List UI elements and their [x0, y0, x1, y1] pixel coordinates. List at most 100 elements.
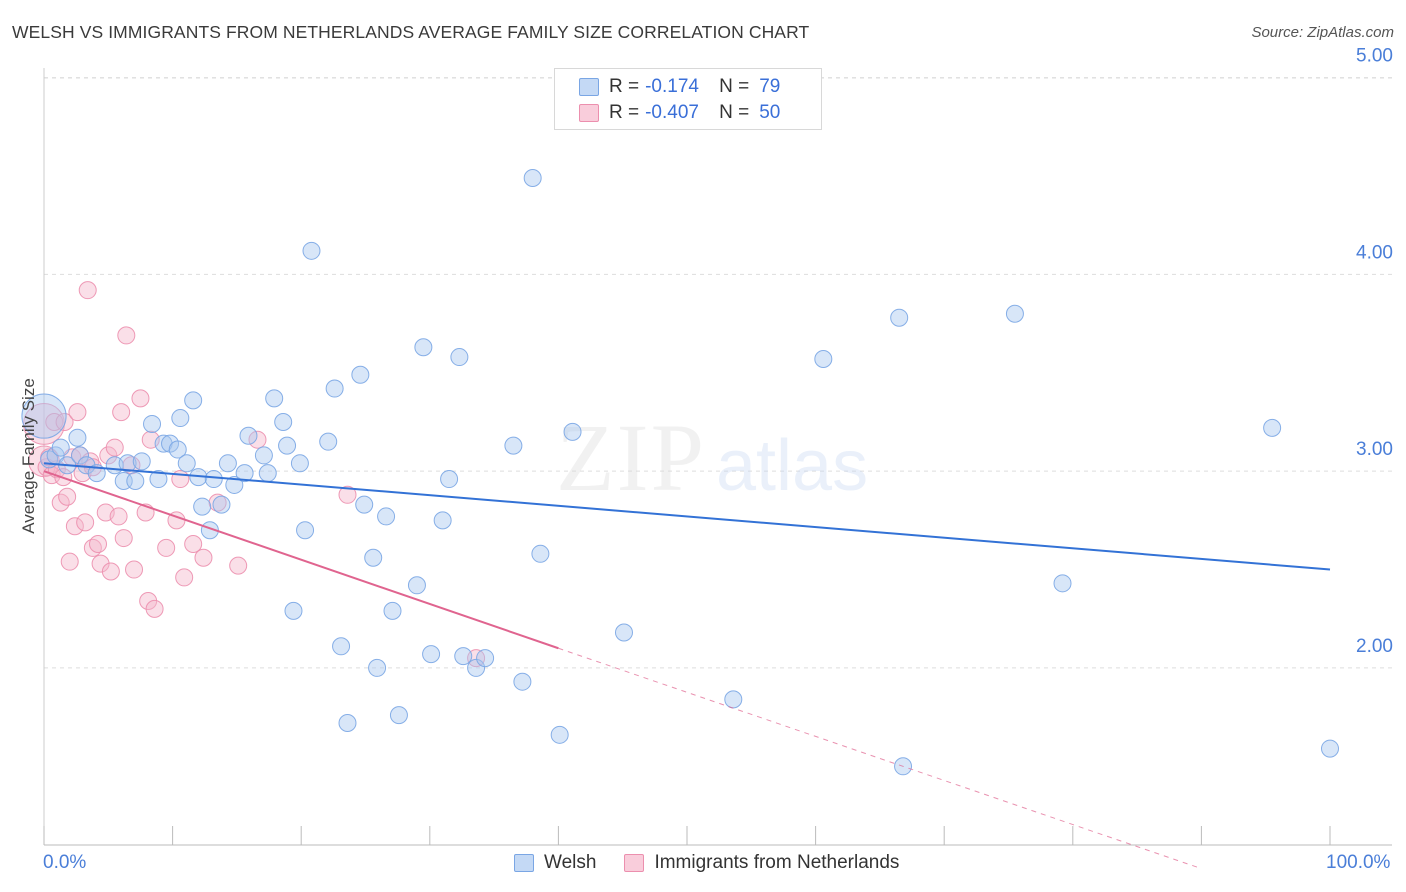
y-axis-label: Average Family Size: [19, 378, 38, 534]
legend-n-value: 79: [759, 76, 781, 97]
netherlands-point-17: [76, 513, 95, 532]
legend-r-value: -0.407: [645, 102, 699, 123]
welsh-point-27: [218, 454, 237, 473]
welsh-point-45: [355, 495, 374, 514]
legend-n-label: N =: [719, 102, 750, 123]
netherlands-trendline-extension: [558, 647, 1202, 870]
welsh-point-18: [168, 440, 187, 459]
watermark-zip: ZIP: [556, 404, 706, 511]
welsh-point-23: [193, 497, 212, 516]
netherlands-point-34: [131, 389, 150, 408]
welsh-point-25: [204, 470, 223, 489]
netherlands-point-30: [114, 529, 133, 548]
x-tick-max: 100.0%: [1326, 852, 1391, 873]
watermark: ZIP atlas: [556, 404, 868, 511]
netherlands-point-42: [175, 568, 194, 587]
y-tick-label-1: 3.00: [1356, 439, 1393, 460]
legend-r-label: R =: [609, 76, 640, 97]
welsh-point-21: [184, 391, 203, 410]
netherlands-point-27: [105, 438, 124, 457]
netherlands-point-28: [109, 507, 128, 526]
netherlands-point-33: [125, 560, 144, 579]
netherlands-point-47: [248, 430, 267, 449]
legend-r-value: -0.174: [645, 76, 699, 97]
netherlands-point-31: [117, 326, 136, 345]
y-tick-labels: 2.00 3.00 4.00 5.00: [1356, 46, 1393, 657]
welsh-point-15: [149, 470, 168, 489]
netherlands-point-39: [157, 538, 176, 557]
welsh-point-26: [212, 495, 231, 514]
welsh-point-55: [440, 470, 459, 489]
welsh-point-65: [563, 422, 582, 441]
welsh-point-37: [290, 454, 309, 473]
welsh-point-52: [414, 338, 433, 357]
netherlands-point-26: [101, 562, 120, 581]
welsh-point-32: [258, 464, 277, 483]
welsh-point-58: [467, 658, 486, 677]
welsh-point-3: [51, 438, 70, 457]
netherlands-point-5: [45, 412, 64, 431]
welsh-point-20: [177, 454, 196, 473]
welsh-point-44: [351, 365, 370, 384]
welsh-trendline: [43, 462, 1331, 571]
legend-item-welsh[interactable]: Welsh: [514, 852, 596, 874]
netherlands-point-4: [42, 466, 61, 485]
netherlands-point-44: [194, 548, 213, 567]
welsh-point-14: [143, 414, 162, 433]
welsh-point-46: [364, 548, 383, 567]
welsh-point-57: [454, 647, 473, 666]
legend-label-netherlands: Immigrants from Netherlands: [654, 852, 900, 873]
welsh-point-50: [389, 706, 408, 725]
y-tick-label-0: 2.00: [1356, 636, 1393, 657]
welsh-point-0: [21, 393, 67, 439]
netherlands-point-48: [338, 485, 357, 504]
watermark-atlas: atlas: [716, 426, 868, 506]
legend-swatch-netherlands: [624, 854, 645, 872]
series-netherlands-points: [23, 281, 486, 668]
welsh-point-62: [523, 169, 542, 188]
legend-row-netherlands: R = -0.407 N = 50: [579, 101, 780, 125]
legend-n-value: 50: [759, 102, 781, 123]
welsh-point-49: [383, 601, 402, 620]
welsh-point-33: [265, 389, 284, 408]
welsh-point-36: [284, 601, 303, 620]
series-legend: Welsh Immigrants from Netherlands: [514, 852, 927, 874]
welsh-point-47: [368, 658, 387, 677]
netherlands-point-10: [58, 487, 77, 506]
welsh-point-39: [302, 241, 321, 260]
axes: [43, 68, 1392, 846]
netherlands-point-38: [145, 599, 164, 618]
legend-n-label: N =: [719, 76, 750, 97]
netherlands-point-22: [89, 534, 108, 553]
welsh-point-48: [377, 507, 396, 526]
welsh-point-42: [332, 637, 351, 656]
y-tick-label-2: 4.00: [1356, 242, 1393, 263]
legend-item-netherlands[interactable]: Immigrants from Netherlands: [624, 852, 899, 874]
welsh-point-29: [235, 464, 254, 483]
welsh-point-54: [433, 511, 452, 530]
chart-title: WELSH VS IMMIGRANTS FROM NETHERLANDS AVE…: [12, 22, 810, 42]
netherlands-point-43: [184, 534, 203, 553]
welsh-point-60: [504, 436, 523, 455]
welsh-point-72: [1005, 304, 1024, 323]
welsh-point-61: [513, 672, 532, 691]
welsh-point-56: [450, 348, 469, 367]
welsh-point-11: [118, 454, 137, 473]
welsh-point-34: [274, 412, 293, 431]
welsh-point-64: [550, 725, 569, 744]
welsh-point-30: [239, 426, 258, 445]
netherlands-point-9: [55, 412, 74, 431]
welsh-point-68: [724, 690, 743, 709]
welsh-point-53: [422, 645, 441, 664]
welsh-point-6: [71, 446, 90, 465]
legend-swatch-welsh: [514, 854, 534, 872]
netherlands-point-29: [112, 403, 131, 422]
welsh-point-75: [1321, 739, 1339, 758]
welsh-point-41: [325, 379, 344, 398]
welsh-point-59: [476, 649, 495, 668]
welsh-point-69: [814, 350, 833, 369]
welsh-point-35: [278, 436, 297, 455]
welsh-point-63: [531, 544, 550, 563]
welsh-point-40: [319, 432, 338, 451]
